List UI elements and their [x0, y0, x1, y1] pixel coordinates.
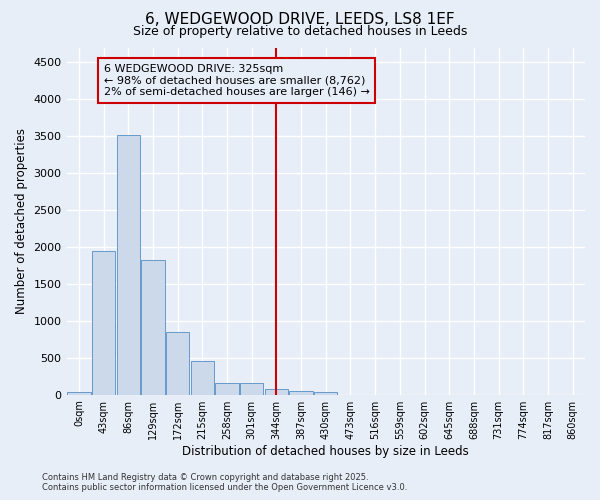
- Text: 6 WEDGEWOOD DRIVE: 325sqm
← 98% of detached houses are smaller (8,762)
2% of sem: 6 WEDGEWOOD DRIVE: 325sqm ← 98% of detac…: [104, 64, 370, 97]
- Bar: [116, 136, 140, 394]
- Bar: [166, 332, 190, 394]
- Bar: [141, 260, 164, 394]
- Bar: [215, 383, 239, 394]
- Bar: [314, 392, 337, 394]
- Text: Contains HM Land Registry data © Crown copyright and database right 2025.
Contai: Contains HM Land Registry data © Crown c…: [42, 473, 407, 492]
- Text: 6, WEDGEWOOD DRIVE, LEEDS, LS8 1EF: 6, WEDGEWOOD DRIVE, LEEDS, LS8 1EF: [145, 12, 455, 28]
- X-axis label: Distribution of detached houses by size in Leeds: Distribution of detached houses by size …: [182, 444, 469, 458]
- Bar: [92, 250, 115, 394]
- Bar: [191, 362, 214, 394]
- Bar: [67, 392, 91, 394]
- Bar: [289, 391, 313, 394]
- Text: Size of property relative to detached houses in Leeds: Size of property relative to detached ho…: [133, 25, 467, 38]
- Bar: [240, 384, 263, 394]
- Bar: [265, 389, 288, 394]
- Y-axis label: Number of detached properties: Number of detached properties: [15, 128, 28, 314]
